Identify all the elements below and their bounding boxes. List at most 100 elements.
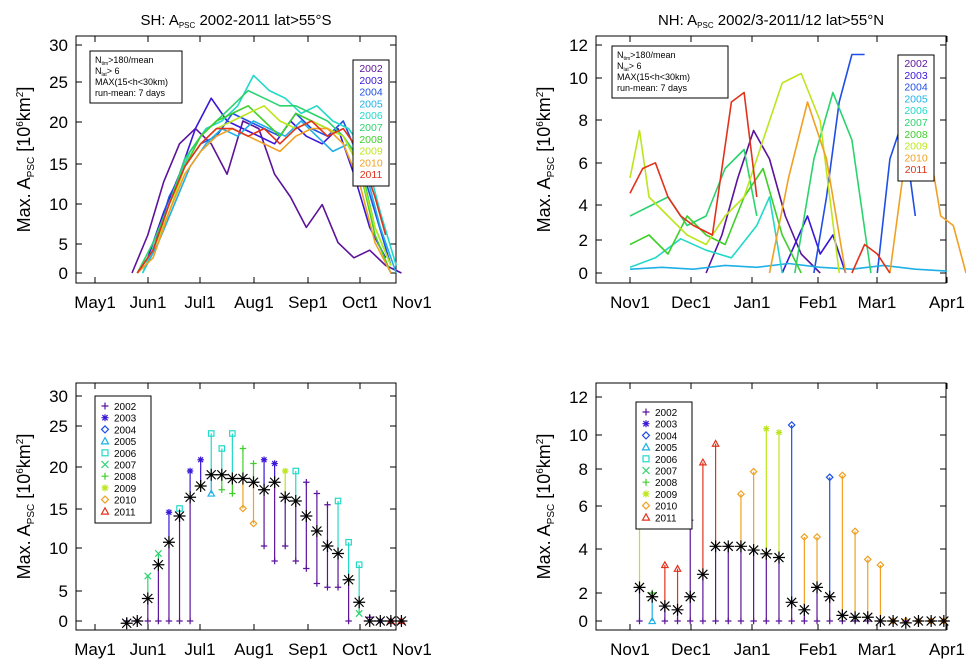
y-tick-label: 0 (579, 612, 588, 631)
marker-triangle (673, 564, 682, 572)
x-tick-label: Aug1 (234, 293, 274, 312)
chart-title-part: SH: A (140, 12, 178, 29)
y-tick-label: 20 (49, 458, 68, 477)
y-axis-label-part: Max. A (534, 177, 554, 232)
series-line-2011 (629, 91, 758, 236)
y-tick-label: 5 (59, 582, 68, 601)
series-line-2011 (136, 120, 387, 274)
marker-diamond (641, 431, 651, 440)
chart-title-part: NH: A (658, 12, 697, 29)
x-tick-label: May1 (74, 640, 116, 659)
legend-entry: 2008 (114, 472, 137, 483)
info-line-subscript: lat (624, 67, 630, 73)
marker-plus (687, 617, 694, 625)
y-axis-label-subscript: PSC (26, 504, 37, 525)
marker-star (937, 615, 950, 627)
marker-star (658, 600, 671, 613)
x-tick-label: Nov1 (392, 640, 432, 659)
marker-diamond (100, 425, 110, 434)
series-line-2009 (136, 105, 392, 274)
marker-triangle (698, 457, 708, 466)
marker-square (334, 497, 342, 505)
info-line: MAX(15<h<30km) (95, 77, 168, 87)
y-tick-label: 6 (579, 497, 588, 516)
marker-x (642, 466, 650, 475)
legend-box (352, 59, 390, 187)
marker-plus (636, 617, 643, 625)
marker-plus (642, 478, 650, 486)
marker-plus (165, 617, 173, 625)
marker-plus (313, 490, 321, 497)
marker-plus (229, 490, 236, 497)
y-axis-label: Max. APSC [106km2] (534, 87, 557, 233)
y-axis-label: Max. APSC [106km2] (534, 434, 557, 580)
marker-plus (218, 486, 225, 493)
y-axis-label-part: km (534, 97, 554, 121)
marker-star (633, 581, 646, 594)
marker-star (173, 510, 186, 522)
legend-entry: 2004 (114, 425, 137, 436)
legend-entry: 2011 (114, 507, 136, 518)
y-axis-label-superscript: 6 (535, 121, 546, 127)
legend-entry: 2009 (359, 146, 383, 158)
info-line: Ntim>180/mean (95, 55, 153, 67)
y-tick-label: 20 (49, 113, 68, 132)
x-tick-label: Jan1 (734, 640, 771, 659)
chart-title: NH: APSC 2002/3-2011/12 lat>55°N (658, 12, 884, 30)
marker-star (861, 611, 874, 624)
marker-star (342, 573, 355, 586)
panel-3: 0 5 10 15 20 25 30 May1 Jun1 Jul1 Aug1 Sep1 Oct1 Nov1… (14, 382, 432, 659)
y-tick-label: 25 (49, 73, 68, 92)
marker-triangle (641, 442, 651, 451)
x-tick-label: Nov1 (610, 293, 650, 312)
marker-star (282, 467, 289, 475)
legend-entry: 2004 (359, 87, 383, 99)
info-line-part: N (95, 55, 102, 65)
marker-star (332, 547, 345, 560)
marker-star (887, 615, 900, 627)
info-line-subscript: tim (102, 61, 109, 67)
series-line-2009 (629, 72, 840, 274)
y-tick-label: 2 (579, 231, 588, 250)
marker-star (747, 544, 760, 557)
chart-title-subscript: PSC (179, 21, 196, 30)
marker-triangle (207, 489, 216, 497)
y-axis-label: Max. APSC [106km2] (14, 434, 37, 580)
y-axis-label-part: [10 (14, 127, 34, 157)
marker-square (101, 449, 109, 457)
marker-star (642, 490, 650, 498)
series-line-2002 (705, 129, 821, 274)
info-line-part: > 6 (107, 66, 120, 76)
marker-triangle (647, 616, 657, 625)
legend-entry: 2002 (904, 58, 928, 70)
marker-plus (826, 617, 833, 625)
marker-square (207, 430, 215, 437)
marker-star (215, 468, 228, 481)
y-axis-label: Max. APSC [106km2] (14, 87, 37, 233)
info-line: Ntim>180/mean (617, 50, 675, 62)
y-axis-label-part: Max. A (14, 524, 34, 579)
info-line-part: > 6 (629, 61, 642, 71)
y-tick-label: 6 (579, 154, 588, 173)
marker-star (101, 484, 109, 492)
y-axis-label-part: ] (534, 434, 554, 439)
series-line-2008 (629, 167, 802, 274)
legend-entry: 2008 (359, 134, 383, 146)
marker-x (355, 609, 363, 618)
y-axis-label-part: [10 (534, 474, 554, 504)
x-tick-label: Apr1 (929, 640, 965, 659)
legend-entry: 2006 (655, 455, 678, 466)
info-line-part: N (95, 66, 102, 76)
legend-entry: 2007 (655, 467, 678, 478)
legend-entry: 2003 (114, 414, 137, 425)
marker-star (772, 551, 785, 564)
marker-plus (260, 542, 268, 550)
series-line-2007 (136, 89, 392, 274)
y-axis-label-superscript: 2 (535, 438, 546, 444)
legend-entry: 2008 (904, 129, 928, 141)
marker-star (925, 615, 938, 627)
x-tick-label: Aug1 (234, 640, 274, 659)
marker-star (197, 456, 204, 463)
marker-square (355, 561, 363, 569)
y-axis-label-superscript: 6 (535, 468, 546, 474)
